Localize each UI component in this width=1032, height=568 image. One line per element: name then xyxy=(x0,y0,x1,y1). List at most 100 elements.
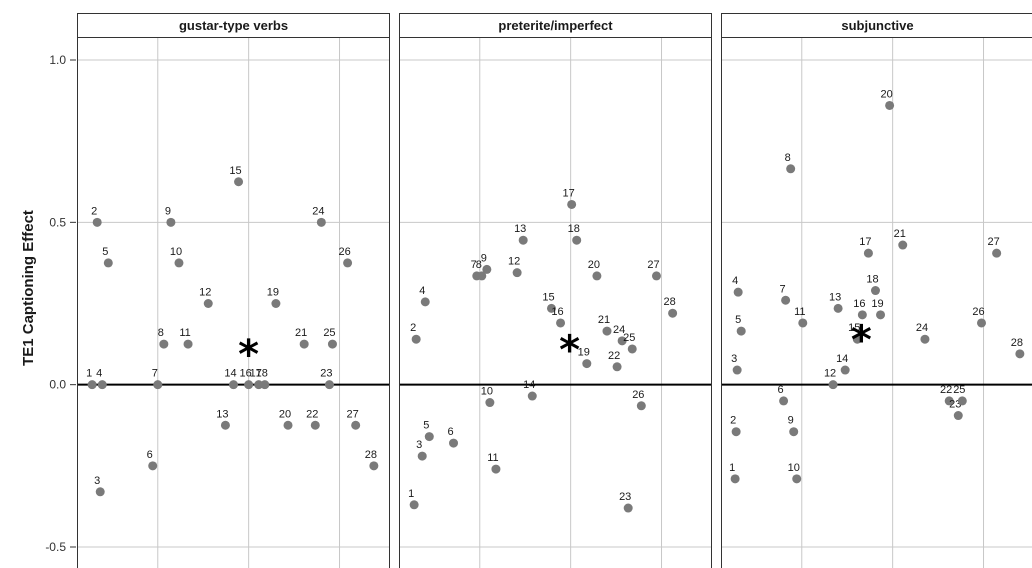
data-point-label: 24 xyxy=(916,322,928,334)
data-point xyxy=(310,420,320,430)
data-point-label: 2 xyxy=(91,205,97,217)
data-point-label: 6 xyxy=(147,449,153,461)
y-axis-ticks: 1.0 0.5 0.0 -0.5 xyxy=(45,53,76,554)
data-point xyxy=(299,339,309,349)
data-point-label: 12 xyxy=(508,256,520,268)
data-point-label: 3 xyxy=(731,353,737,365)
facet-strip xyxy=(721,13,1032,38)
data-point-label: 11 xyxy=(179,327,190,339)
data-point-label: 23 xyxy=(619,491,631,503)
data-point xyxy=(602,326,612,336)
data-point-label: 15 xyxy=(848,322,860,334)
data-point xyxy=(229,380,238,390)
data-point xyxy=(781,295,791,305)
data-point-label: 11 xyxy=(487,452,498,464)
data-point xyxy=(828,380,838,390)
data-point xyxy=(485,398,495,408)
data-point xyxy=(527,391,537,401)
data-point xyxy=(572,235,582,245)
data-point xyxy=(792,474,802,484)
data-point-label: 16 xyxy=(853,298,865,310)
facet-title: subjunctive xyxy=(841,18,913,33)
data-point xyxy=(103,258,113,268)
y-axis-label: TE1 Captioning Effect xyxy=(20,210,37,366)
data-point-label: 23 xyxy=(320,368,332,380)
data-point-label: 15 xyxy=(542,291,554,303)
data-point xyxy=(623,503,633,513)
data-point xyxy=(636,401,646,411)
data-point xyxy=(174,258,184,268)
data-point-label: 13 xyxy=(514,223,526,235)
data-point-label: 18 xyxy=(256,368,268,380)
data-point xyxy=(220,420,230,430)
data-point-label: 9 xyxy=(481,252,487,264)
data-point xyxy=(449,438,459,448)
data-point xyxy=(203,299,213,308)
data-point xyxy=(786,164,796,174)
mean-marker: * xyxy=(851,318,872,364)
data-point xyxy=(612,362,622,372)
data-point-label: 2 xyxy=(410,322,416,334)
data-point-label: 28 xyxy=(365,449,377,461)
data-point-label: 16 xyxy=(240,368,252,380)
data-point-label: 1 xyxy=(408,488,414,500)
data-point xyxy=(420,297,430,307)
data-point-label: 3 xyxy=(94,475,100,487)
data-point xyxy=(369,461,379,471)
data-point-label: 28 xyxy=(663,296,675,308)
data-point xyxy=(327,339,337,349)
data-point-label: 10 xyxy=(788,462,800,474)
data-point-label: 7 xyxy=(780,283,786,295)
data-point xyxy=(953,411,963,421)
data-point-label: 21 xyxy=(295,327,307,339)
data-point xyxy=(736,326,746,336)
data-point-label: 21 xyxy=(598,314,610,326)
y-tick-label: 1.0 xyxy=(49,53,66,67)
data-point xyxy=(789,427,799,437)
data-point xyxy=(183,339,193,349)
data-point-label: 22 xyxy=(306,408,318,420)
data-point xyxy=(833,303,843,313)
data-point-label: 19 xyxy=(267,287,279,299)
data-point xyxy=(477,271,487,281)
data-point xyxy=(316,217,326,227)
data-point-label: 16 xyxy=(551,306,563,318)
data-point-label: 12 xyxy=(199,287,211,299)
data-point xyxy=(417,451,427,461)
data-point-label: 26 xyxy=(632,389,644,401)
data-point xyxy=(343,258,353,268)
data-point-label: 19 xyxy=(871,298,883,310)
data-point-label: 3 xyxy=(416,439,422,451)
facet-panel: gustar-type verbs12345678910111213141516… xyxy=(77,13,390,568)
data-point xyxy=(234,177,244,187)
data-point xyxy=(491,464,501,474)
data-point-label: 6 xyxy=(778,384,784,396)
data-point xyxy=(852,334,862,344)
data-point xyxy=(627,344,637,354)
data-point-label: 17 xyxy=(859,236,871,248)
data-point-label: 21 xyxy=(894,228,906,240)
data-point-label: 8 xyxy=(785,152,791,164)
data-point xyxy=(92,217,102,227)
data-point xyxy=(271,299,281,308)
data-point xyxy=(482,264,492,274)
data-point-label: 10 xyxy=(481,386,493,398)
data-point-label: 25 xyxy=(953,384,965,396)
data-point xyxy=(556,318,566,328)
data-point-label: 14 xyxy=(224,368,236,380)
data-point-label: 18 xyxy=(568,223,580,235)
data-point-label: 27 xyxy=(347,408,359,420)
y-tick-label: 0.5 xyxy=(49,215,66,229)
data-point-label: 6 xyxy=(447,426,453,438)
data-point xyxy=(733,287,743,297)
data-point-label: 27 xyxy=(647,259,659,271)
data-point-label: 7 xyxy=(152,368,158,380)
data-point xyxy=(153,380,163,390)
data-point-label: 4 xyxy=(419,285,425,297)
data-point xyxy=(857,310,867,320)
data-point-label: 20 xyxy=(279,408,291,420)
data-point xyxy=(617,336,627,346)
panel-background xyxy=(721,37,1032,568)
data-point xyxy=(992,248,1002,258)
